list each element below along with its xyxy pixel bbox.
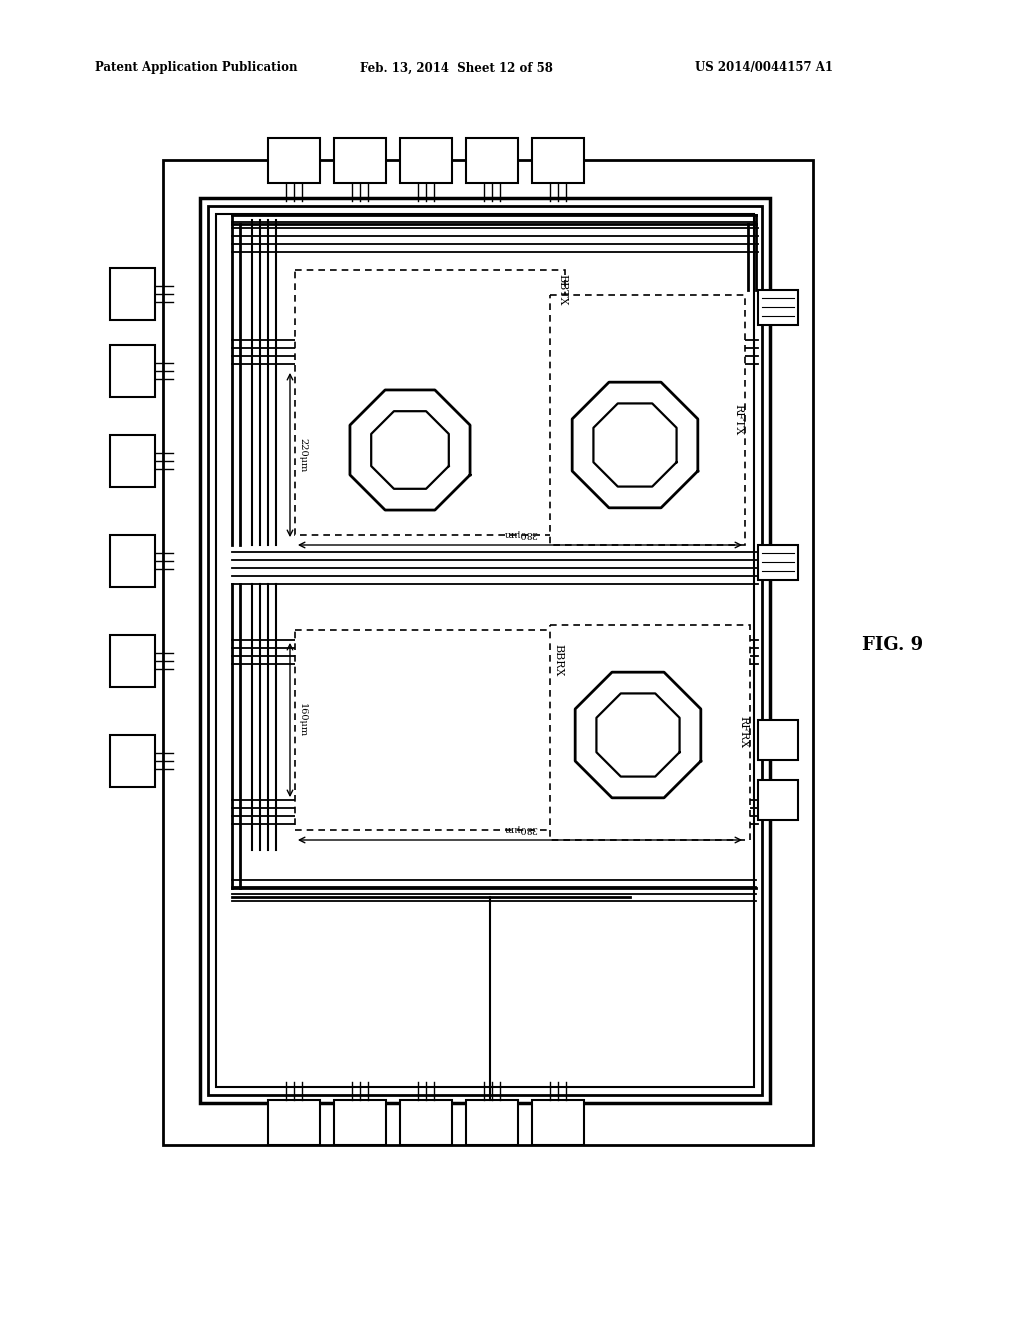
Bar	[532, 1100, 584, 1144]
Bar	[216, 214, 754, 1086]
Bar	[334, 1100, 386, 1144]
Bar	[110, 436, 155, 487]
Bar	[400, 139, 452, 183]
Bar	[400, 1100, 452, 1144]
Bar	[305, 705, 375, 755]
Text: Feb. 13, 2014  Sheet 12 of 58: Feb. 13, 2014 Sheet 12 of 58	[360, 62, 553, 74]
Bar	[110, 635, 155, 686]
Bar	[758, 545, 798, 579]
Text: 380μm: 380μm	[503, 824, 537, 833]
Text: BBRX: BBRX	[553, 644, 563, 676]
Bar	[110, 735, 155, 787]
Bar	[315, 366, 390, 405]
Bar	[315, 777, 365, 808]
Bar	[305, 355, 400, 414]
Bar	[268, 1100, 319, 1144]
Bar	[208, 206, 762, 1096]
Bar	[163, 160, 813, 1144]
Text: BBTX: BBTX	[557, 275, 567, 306]
Bar	[315, 655, 365, 680]
Bar	[758, 290, 798, 325]
Text: RFRX: RFRX	[738, 715, 748, 748]
Bar	[550, 624, 750, 840]
Text: 220μm: 220μm	[298, 438, 307, 473]
Bar	[110, 345, 155, 397]
Bar	[334, 139, 386, 183]
Text: Patent Application Publication: Patent Application Publication	[95, 62, 298, 74]
Bar	[295, 271, 565, 535]
Bar	[110, 535, 155, 587]
Text: FIG. 9: FIG. 9	[862, 636, 923, 653]
Bar	[295, 630, 560, 830]
Bar	[305, 645, 375, 690]
Bar	[466, 1100, 518, 1144]
Text: 380μm: 380μm	[503, 529, 537, 539]
Bar	[758, 719, 798, 760]
Bar	[758, 780, 798, 820]
Bar	[466, 139, 518, 183]
Bar	[268, 139, 319, 183]
Bar	[315, 715, 365, 744]
Bar	[305, 768, 375, 818]
Bar	[532, 139, 584, 183]
Bar	[550, 294, 745, 545]
Bar	[200, 198, 770, 1104]
Text: RFTX: RFTX	[733, 404, 743, 436]
Text: US 2014/0044157 A1: US 2014/0044157 A1	[695, 62, 833, 74]
Bar	[110, 268, 155, 319]
Text: 160μm: 160μm	[298, 704, 307, 737]
